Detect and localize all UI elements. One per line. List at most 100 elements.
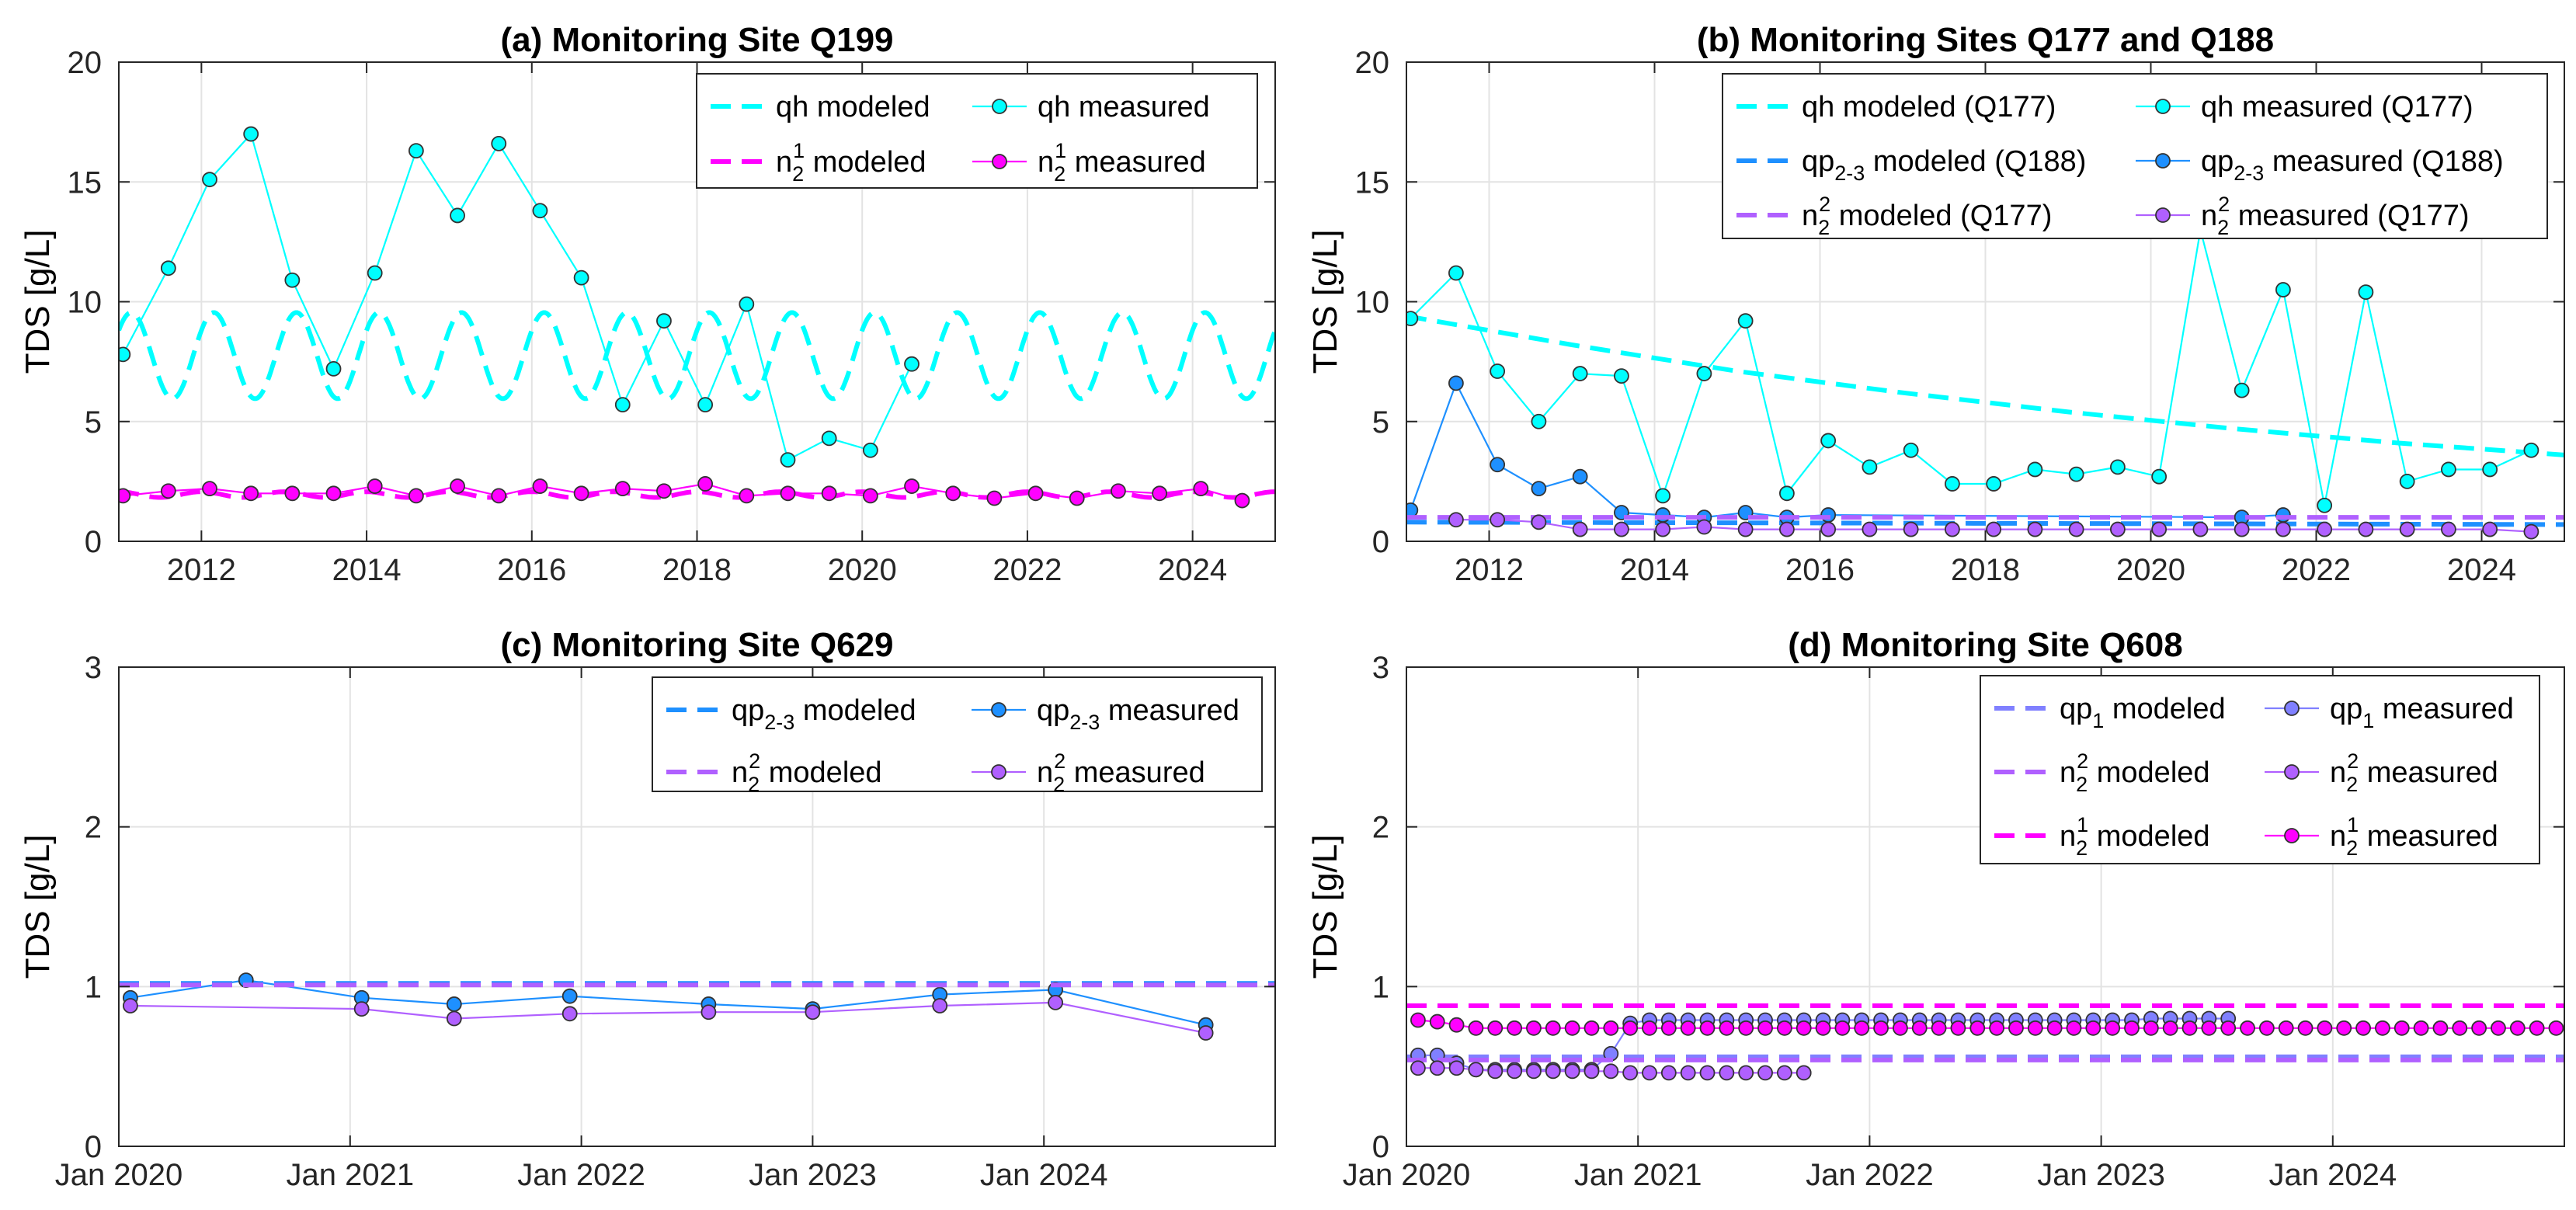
data-point (1796, 1065, 1812, 1081)
data-point (1564, 1063, 1580, 1080)
data-point (697, 476, 714, 492)
data-point (2413, 1020, 2429, 1036)
data-point (2085, 1020, 2101, 1036)
data-point (1572, 366, 1588, 381)
data-point (2027, 521, 2043, 537)
panel-c: Jan 2020 Jan 2021 Jan 2022 Jan 2023 Jan 2024… (19, 626, 1276, 1192)
legend-label-suffix: modeled (760, 756, 881, 789)
data-point (862, 442, 878, 458)
data-point (1944, 521, 1960, 537)
y-axis-label: TDS [g/L] (19, 835, 57, 979)
data-point (1526, 1063, 1542, 1080)
data-point (2471, 1020, 2487, 1036)
data-point (1429, 1014, 1445, 1030)
y-tick-label: 20 (1355, 46, 1390, 80)
legend-entry: qp2-3 modeled (Q188) (1736, 145, 2086, 185)
data-point (739, 488, 755, 504)
data-point (2393, 1020, 2410, 1036)
data-point (450, 207, 465, 224)
data-point (1410, 1012, 1426, 1028)
data-point (1613, 521, 1629, 537)
data-point (2275, 521, 2291, 537)
data-point (2482, 521, 2498, 537)
x-tick-label: 2014 (332, 553, 402, 587)
legend-label-subscript: 2 (2076, 836, 2088, 860)
y-tick-label: 1 (1372, 970, 1389, 1004)
y-tick-label: 2 (1372, 811, 1389, 845)
data-point (1564, 1020, 1580, 1036)
data-point (1406, 311, 1419, 326)
data-point (1603, 1020, 1619, 1036)
data-point (2275, 507, 2291, 523)
data-point (1719, 1020, 1735, 1036)
legend-label-base: n (2060, 756, 2076, 789)
legend-label: qp2-3 modeled (732, 694, 916, 734)
data-point (1487, 1020, 1504, 1036)
data-point (119, 488, 131, 504)
panel-d: Jan 2020 Jan 2021 Jan 2022 Jan 2023 Jan 2024… (1306, 626, 2565, 1192)
data-point (1048, 995, 1063, 1010)
legend-label-suffix: modeled (Q188) (1865, 145, 2086, 178)
data-point (1778, 485, 1795, 502)
data-point (1820, 433, 1837, 449)
data-point (1531, 413, 1547, 429)
y-tick-label: 20 (68, 46, 103, 80)
data-point (2008, 1020, 2024, 1036)
data-point (160, 483, 176, 499)
data-point (1757, 1020, 1773, 1036)
legend-swatch-marker (2155, 153, 2171, 169)
data-point (446, 1010, 462, 1027)
chart-title: (d) Monitoring Site Q608 (1788, 626, 2182, 664)
data-point (1655, 521, 1671, 537)
legend-label-subscript: 2 (748, 773, 760, 796)
chart-title: (b) Monitoring Sites Q177 and Q188 (1697, 21, 2274, 59)
legend-label: n22 modeled (732, 749, 882, 796)
data-point (2548, 1020, 2564, 1036)
data-point (1699, 1020, 1716, 1036)
data-point (1719, 1065, 1735, 1081)
data-point (1583, 1020, 1600, 1036)
legend-label-subscript: 2 (1818, 216, 1830, 239)
data-point (1448, 512, 1464, 528)
x-tick-label: 2016 (497, 553, 566, 587)
data-point (1468, 1062, 1484, 1078)
chart-title: (a) Monitoring Site Q199 (500, 21, 893, 59)
data-point (532, 203, 548, 219)
data-point (2355, 1020, 2371, 1036)
series-line-0 (119, 310, 1275, 402)
data-point (1487, 1063, 1504, 1080)
x-tick-label: Jan 2020 (1343, 1158, 1471, 1192)
legend-label-base: n (1037, 756, 1053, 789)
data-point (122, 998, 138, 1014)
legend-label-suffix: measured (2374, 693, 2514, 725)
data-point (573, 485, 589, 502)
data-point (697, 397, 714, 413)
data-point (1986, 476, 2002, 492)
y-tick-label: 0 (1372, 1130, 1389, 1164)
x-tick-label: 2018 (662, 553, 732, 587)
legend-label-superscript: 2 (749, 749, 760, 773)
data-point (1572, 521, 1588, 537)
series-line-3 (123, 482, 1243, 502)
data-point (821, 485, 837, 502)
legend-entry: n22 measured (Q177) (2136, 193, 2470, 239)
legend-label: qp2-3 measured (Q188) (2201, 145, 2504, 185)
data-point (1699, 1065, 1716, 1081)
data-point (1911, 1020, 1928, 1036)
data-point (1490, 512, 1506, 528)
legend-label-suffix: measured (1066, 146, 1206, 179)
data-point (202, 481, 217, 497)
data-point (2109, 521, 2126, 537)
legend-label-superscript: 1 (2347, 813, 2359, 836)
data-point (2336, 1020, 2352, 1036)
legend-label-suffix: modeled (2088, 820, 2209, 853)
legend-label-base: qp (2201, 145, 2234, 178)
data-point (367, 265, 383, 281)
data-point (2234, 382, 2250, 398)
data-point (1531, 514, 1547, 530)
data-point (614, 397, 631, 413)
legend-swatch-marker (2284, 764, 2300, 780)
data-point (1738, 1020, 1754, 1036)
axes-box (118, 666, 1276, 1147)
